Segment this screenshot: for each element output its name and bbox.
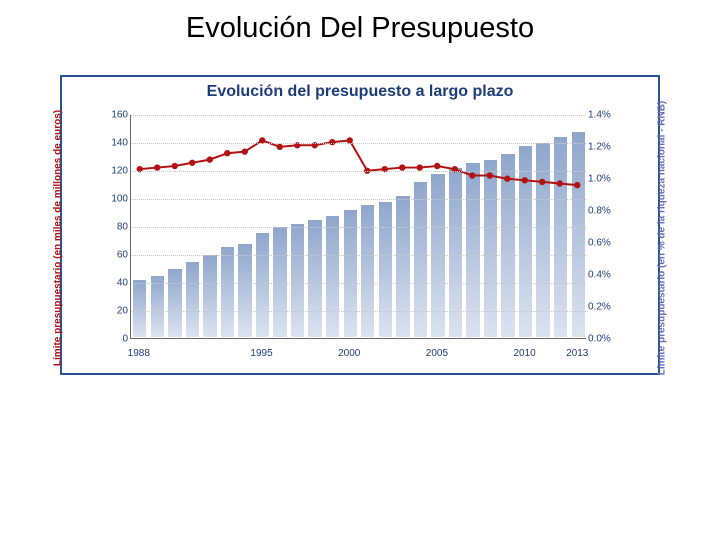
gridline	[131, 227, 586, 228]
y-right-tick: 0.6%	[588, 238, 618, 249]
y-left-tick: 60	[102, 250, 128, 261]
line-marker	[172, 163, 178, 169]
y-right-tick: 0.8%	[588, 206, 618, 217]
line-marker	[504, 176, 510, 182]
line-marker	[417, 164, 423, 170]
line-marker	[224, 150, 230, 156]
line-marker	[399, 164, 405, 170]
line-path	[140, 140, 578, 185]
line-marker	[469, 172, 475, 178]
y-right-tick: 0.0%	[588, 334, 618, 345]
line-marker	[189, 160, 195, 166]
x-tick: 1988	[128, 348, 150, 359]
y-left-tick: 80	[102, 222, 128, 233]
gridline	[131, 143, 586, 144]
y-right-tick: 1.0%	[588, 174, 618, 185]
line-marker	[539, 179, 545, 185]
line-marker	[277, 144, 283, 150]
x-tick: 2010	[513, 348, 535, 359]
line-marker	[242, 148, 248, 154]
y-left-tick: 140	[102, 138, 128, 149]
x-tick: 2013	[566, 348, 588, 359]
gridline	[131, 311, 586, 312]
y-right-tick: 0.4%	[588, 270, 618, 281]
line-marker	[574, 182, 580, 188]
gridline	[131, 255, 586, 256]
x-tick: 2000	[338, 348, 360, 359]
y-left-tick: 0	[102, 334, 128, 345]
line-marker	[434, 163, 440, 169]
line-marker	[522, 177, 528, 183]
y-left-tick: 40	[102, 278, 128, 289]
y-left-tick: 160	[102, 110, 128, 121]
x-tick: 1995	[250, 348, 272, 359]
plot-area	[130, 115, 586, 339]
line-marker	[487, 172, 493, 178]
gridline	[131, 115, 586, 116]
y-right-tick: 1.4%	[588, 110, 618, 121]
line-marker	[557, 180, 563, 186]
y-left-tick: 120	[102, 166, 128, 177]
gridline	[131, 171, 586, 172]
page-title: Evolución Del Presupuesto	[0, 12, 720, 45]
budget-evolution-chart: Evolución del presupuesto a largo plazo …	[60, 75, 660, 375]
line-marker	[154, 164, 160, 170]
y-left-tick: 20	[102, 306, 128, 317]
gridline	[131, 283, 586, 284]
x-tick: 2005	[426, 348, 448, 359]
y-left-tick: 100	[102, 194, 128, 205]
line-marker	[207, 156, 213, 162]
chart-title: Evolución del presupuesto a largo plazo	[62, 77, 658, 103]
gridline	[131, 199, 586, 200]
chart-body: Límite presupuestario (en miles de millo…	[62, 103, 658, 373]
y-right-tick: 1.2%	[588, 142, 618, 153]
y-right-tick: 0.2%	[588, 302, 618, 313]
